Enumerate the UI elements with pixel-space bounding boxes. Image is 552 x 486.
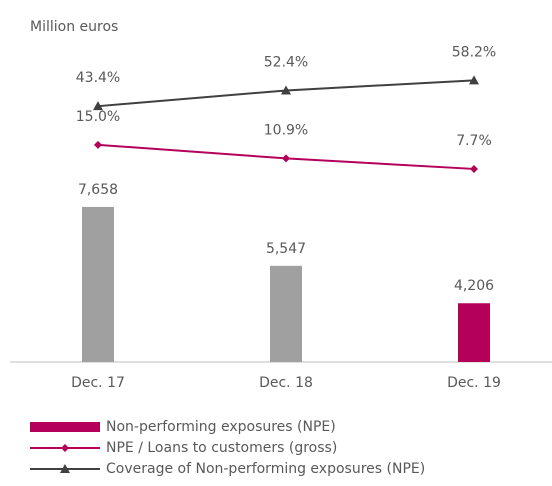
marker bbox=[60, 464, 70, 473]
data-label: 43.4% bbox=[76, 70, 120, 86]
bar bbox=[82, 206, 114, 362]
legend-swatch bbox=[30, 422, 100, 432]
data-label: 52.4% bbox=[264, 54, 308, 70]
x-tick-label: Dec. 19 bbox=[447, 375, 501, 391]
marker bbox=[282, 154, 290, 163]
unit-label: Million euros bbox=[30, 19, 118, 35]
data-label: 5,547 bbox=[266, 241, 306, 257]
data-label: 10.9% bbox=[264, 122, 308, 138]
legend-label: Non-performing exposures (NPE) bbox=[106, 419, 336, 435]
data-label: 15.0% bbox=[76, 109, 120, 125]
marker bbox=[470, 164, 478, 173]
data-label: 58.2% bbox=[452, 44, 496, 60]
bar bbox=[458, 303, 490, 362]
data-label: 7,658 bbox=[78, 182, 118, 198]
marker bbox=[93, 101, 103, 111]
data-label: 4,206 bbox=[454, 278, 494, 294]
marker bbox=[61, 444, 69, 452]
x-tick-label: Dec. 18 bbox=[259, 375, 313, 391]
marker bbox=[469, 75, 479, 85]
marker bbox=[94, 140, 102, 149]
x-tick-label: Dec. 17 bbox=[71, 375, 125, 391]
data-label: 7.7% bbox=[456, 133, 492, 149]
legend-label: Coverage of Non-performing exposures (NP… bbox=[106, 461, 425, 477]
marker bbox=[281, 85, 291, 95]
legend-label: NPE / Loans to customers (gross) bbox=[106, 440, 337, 456]
bar bbox=[270, 265, 302, 362]
